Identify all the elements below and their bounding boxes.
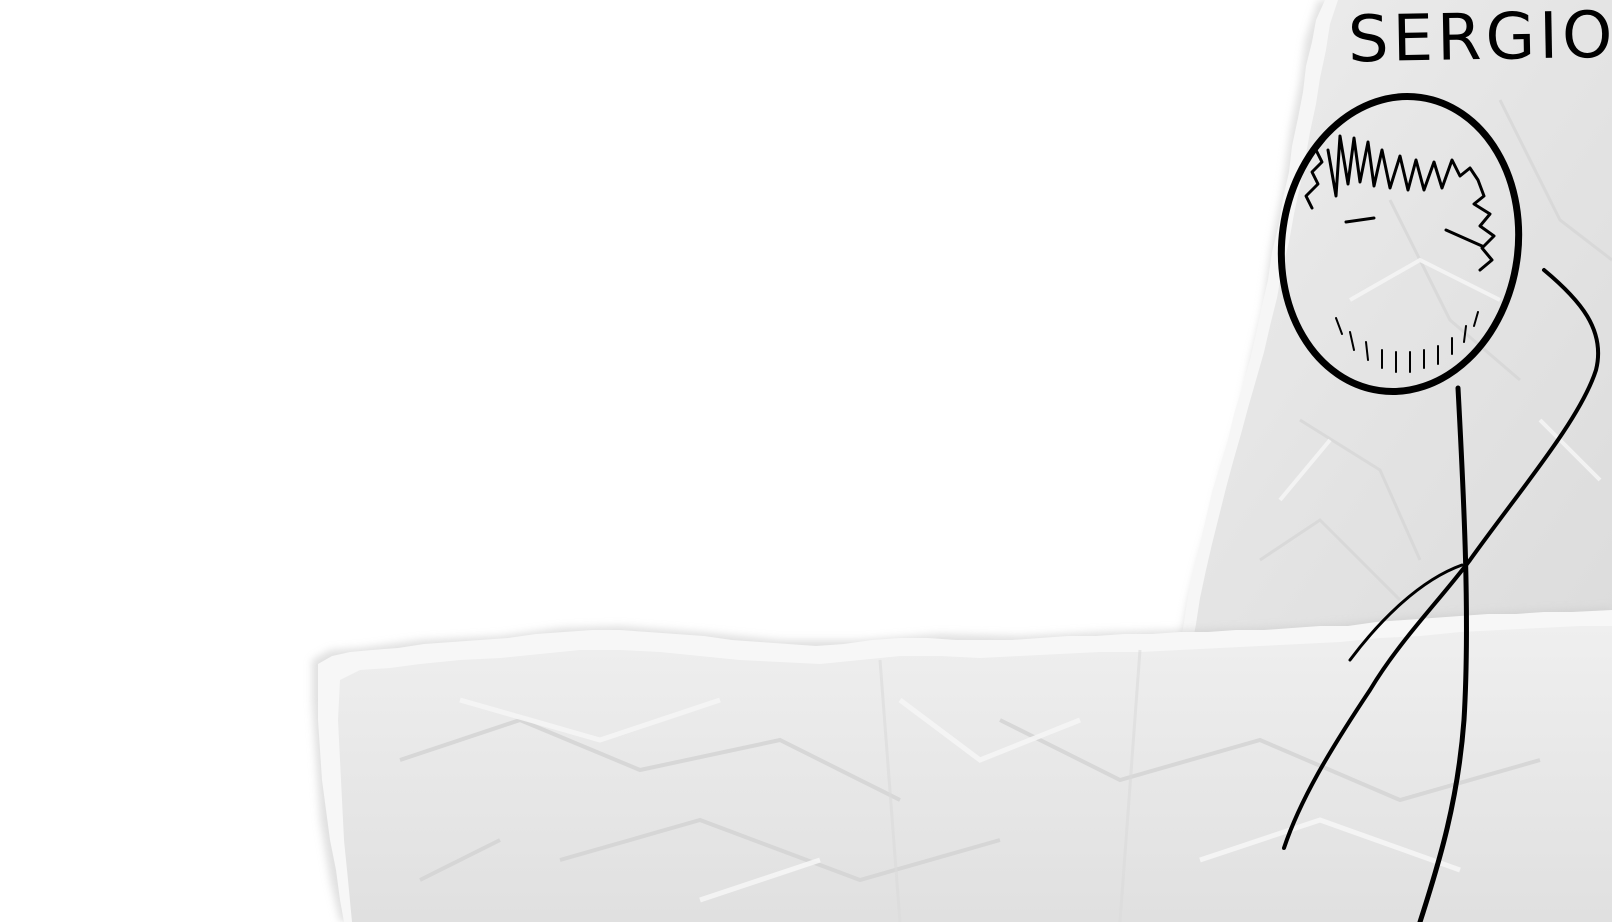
body-line xyxy=(1417,385,1469,922)
head-outline xyxy=(1277,93,1523,395)
stick-figure-icon xyxy=(1277,93,1601,922)
left-eye xyxy=(1344,216,1376,224)
torn-paper-horizontal xyxy=(312,608,1612,922)
right-eye xyxy=(1444,228,1484,248)
arm-line xyxy=(1282,268,1601,850)
character-name: SERGIO xyxy=(1347,0,1612,78)
stubble xyxy=(1335,311,1479,373)
hair-scribble xyxy=(1326,134,1496,272)
